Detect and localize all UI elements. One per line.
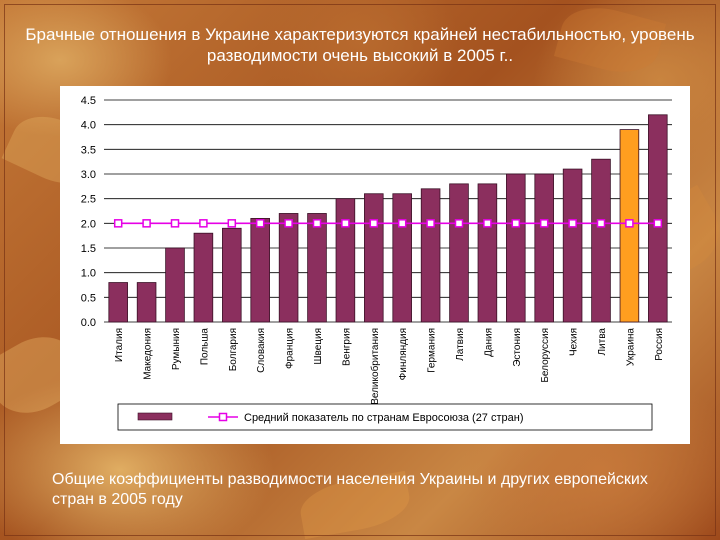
average-marker xyxy=(511,219,521,228)
x-category-label: Россия xyxy=(654,328,665,361)
average-marker xyxy=(568,219,577,228)
x-category-label: Латвия xyxy=(455,328,466,361)
y-tick-label: 2.0 xyxy=(81,218,96,230)
bar xyxy=(506,173,526,323)
bar xyxy=(364,193,384,323)
slide-caption: Общие коэффициенты разводимости населени… xyxy=(52,471,648,508)
y-tick-label: 2.5 xyxy=(81,194,96,206)
average-marker xyxy=(539,219,549,228)
bar xyxy=(278,213,299,323)
bar xyxy=(477,183,498,323)
y-tick-label: 0.5 xyxy=(81,292,96,304)
y-tick-label: 3.5 xyxy=(81,144,96,156)
x-category-label: Словакия xyxy=(256,328,267,373)
x-category-label: Польша xyxy=(199,328,210,366)
legend-bar-swatch xyxy=(137,412,173,421)
x-category-label: Болгария xyxy=(228,328,239,371)
bar xyxy=(108,282,128,323)
bar xyxy=(591,158,611,323)
x-category-label: Венгрия xyxy=(341,328,352,366)
bar xyxy=(648,114,668,323)
x-category-label: Германия xyxy=(427,328,438,373)
chart-container: 0.0 0.5 1.0 1.5 2.0 2.5 3.0 3.5 4.0 4.5 Италия Маке… xyxy=(60,86,690,444)
bar xyxy=(335,198,356,323)
average-marker xyxy=(255,219,265,228)
y-tick-label: 1.5 xyxy=(81,243,96,255)
x-category-label: Финляндия xyxy=(398,328,409,380)
y-tick-label: 0.0 xyxy=(81,317,96,329)
x-category-label: Чехия xyxy=(569,328,580,356)
x-category-label: Великобритания xyxy=(369,328,381,405)
x-category-label: Эстония xyxy=(512,328,523,367)
bar xyxy=(562,168,583,323)
x-category-label: Украина xyxy=(625,328,636,367)
average-marker xyxy=(596,219,606,228)
bar xyxy=(449,183,469,323)
slide-frame xyxy=(4,4,716,536)
bar xyxy=(250,217,270,323)
y-tick-label: 4.0 xyxy=(81,120,96,132)
x-category-label: Франция xyxy=(285,328,296,369)
x-category-label: Белоруссия xyxy=(540,328,551,383)
bar xyxy=(420,188,441,323)
bar xyxy=(392,193,412,323)
legend-marker-swatch xyxy=(218,412,228,422)
average-marker xyxy=(199,219,208,228)
x-category-label: Швеция xyxy=(313,328,324,365)
bar xyxy=(165,247,185,323)
bar xyxy=(193,232,214,323)
average-marker xyxy=(284,219,293,228)
average-marker xyxy=(227,219,237,228)
average-marker xyxy=(341,219,350,228)
average-marker xyxy=(369,219,379,228)
average-marker xyxy=(625,219,634,228)
bar xyxy=(136,282,157,323)
average-marker xyxy=(397,219,407,228)
y-tick-label: 3.0 xyxy=(81,169,96,181)
bar xyxy=(534,173,554,323)
average-marker xyxy=(454,219,464,228)
average-marker xyxy=(312,219,322,228)
average-marker xyxy=(170,219,180,228)
legend-average-label: Средний показатель по странам Евросоюза … xyxy=(244,412,524,424)
x-category-label: Македония xyxy=(143,328,154,380)
bar-chart: 0.0 0.5 1.0 1.5 2.0 2.5 3.0 3.5 4.0 4.5 Италия Маке… xyxy=(81,95,672,431)
average-marker xyxy=(113,219,123,228)
average-marker xyxy=(426,219,435,228)
x-category-label: Литва xyxy=(597,328,608,356)
slide-title: Брачные отношения в Украине характеризую… xyxy=(25,25,695,65)
bar xyxy=(307,213,327,323)
y-tick-label: 1.0 xyxy=(81,268,96,280)
average-marker xyxy=(483,219,492,228)
y-tick-label: 4.5 xyxy=(81,95,96,107)
legend-box xyxy=(117,403,653,431)
x-category-label: Дания xyxy=(483,328,494,357)
average-marker xyxy=(653,219,663,228)
bar xyxy=(222,227,242,323)
x-category-label: Италия xyxy=(114,328,125,362)
x-category-label: Румыния xyxy=(171,328,182,370)
average-marker xyxy=(142,219,151,228)
